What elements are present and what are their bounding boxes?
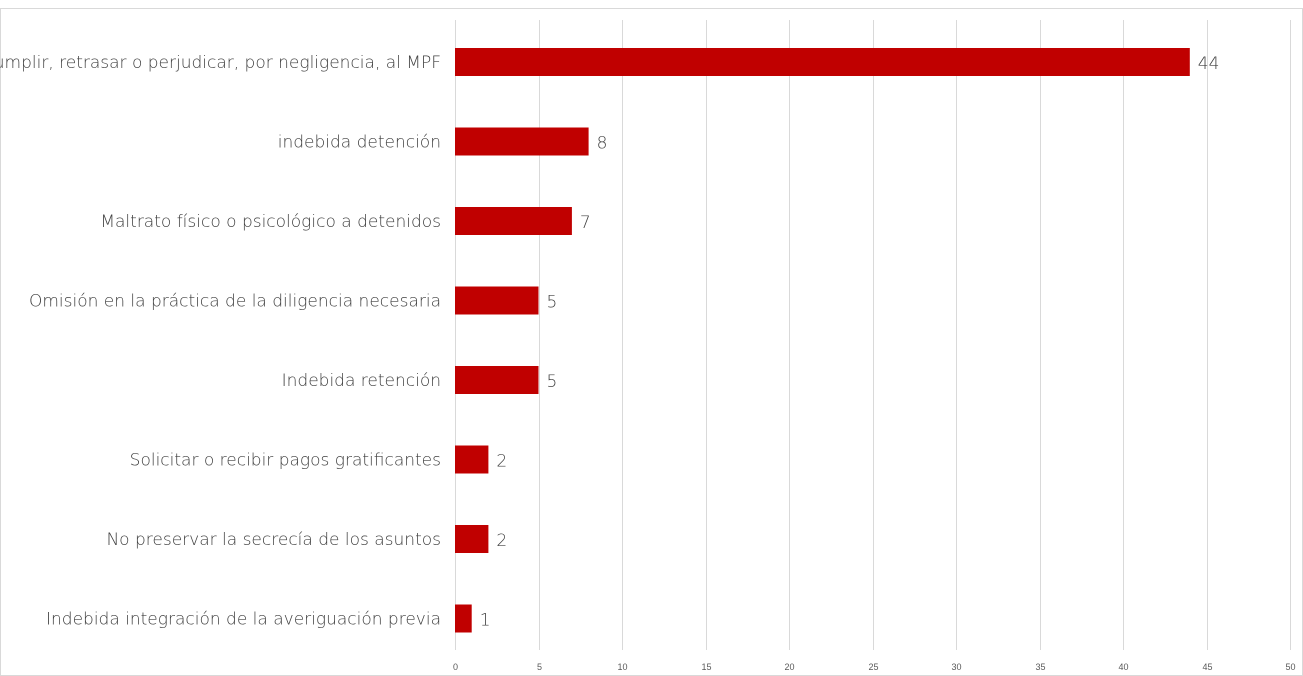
x-tick-label: 30 bbox=[951, 662, 961, 672]
bar bbox=[455, 127, 589, 156]
category-label: Solicitar o recibir pagos gratificantes bbox=[130, 451, 441, 471]
x-tick-label: 45 bbox=[1202, 662, 1212, 672]
category-label: No cumplir, retrasar o perjudicar, por n… bbox=[0, 53, 441, 73]
x-tick-label: 15 bbox=[701, 662, 711, 672]
data-label: 1 bbox=[480, 611, 491, 631]
bar bbox=[455, 207, 572, 235]
chart-border bbox=[0, 8, 1303, 676]
category-label: No preservar la secrecía de los asuntos bbox=[106, 530, 441, 550]
category-labels: No cumplir, retrasar o perjudicar, por n… bbox=[0, 53, 441, 630]
x-tick-label: 0 bbox=[453, 662, 458, 672]
value-labels: 44 8 7 5 5 2 2 1 bbox=[480, 54, 1220, 631]
bar bbox=[455, 366, 539, 394]
x-tick-label: 10 bbox=[617, 662, 627, 672]
x-tick-label: 35 bbox=[1035, 662, 1045, 672]
category-label: Omisión en la práctica de la diligencia … bbox=[29, 292, 441, 312]
data-label: 8 bbox=[597, 134, 608, 154]
category-label: indebida detención bbox=[278, 133, 441, 153]
x-tick-label: 5 bbox=[537, 662, 542, 672]
x-tick-label: 40 bbox=[1118, 662, 1128, 672]
data-label: 2 bbox=[496, 531, 507, 551]
gridlines bbox=[455, 20, 1291, 650]
data-label: 44 bbox=[1198, 54, 1220, 74]
bar bbox=[455, 48, 1190, 76]
category-label: Indebida retención bbox=[282, 371, 441, 391]
x-tick-label: 50 bbox=[1285, 662, 1295, 672]
data-label: 5 bbox=[547, 293, 558, 313]
x-tick-label: 25 bbox=[868, 662, 878, 672]
bar bbox=[455, 445, 489, 474]
bar bbox=[455, 286, 539, 315]
data-label: 5 bbox=[547, 372, 558, 392]
category-label: Indebida integración de la averiguación … bbox=[46, 610, 441, 630]
data-label: 7 bbox=[580, 213, 591, 233]
bars bbox=[455, 48, 1190, 633]
bar bbox=[455, 604, 472, 633]
data-label: 2 bbox=[496, 452, 507, 472]
category-label: Maltrato físico o psicológico a detenido… bbox=[100, 212, 441, 232]
x-axis-tick-labels: 0 5 10 15 20 25 30 35 40 45 50 bbox=[453, 662, 1296, 672]
bar bbox=[455, 525, 489, 553]
x-tick-label: 20 bbox=[784, 662, 794, 672]
